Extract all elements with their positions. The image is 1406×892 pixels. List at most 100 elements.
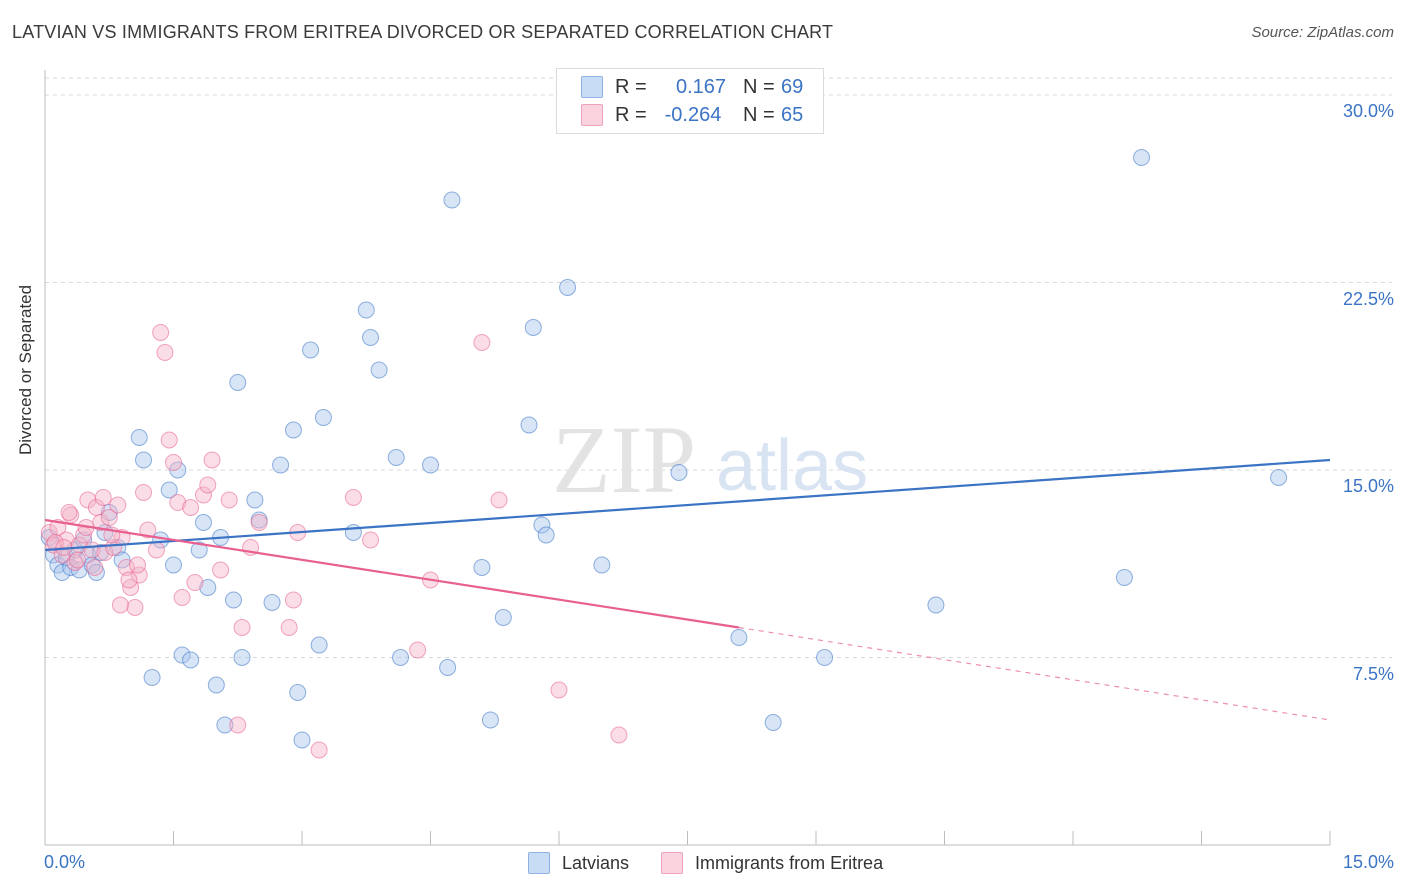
eritrea-point — [182, 499, 200, 516]
eritrea-point — [109, 496, 127, 514]
eritrea-point — [490, 491, 508, 509]
latvians-point — [439, 659, 457, 676]
eritrea-point — [310, 741, 328, 759]
n-value: 69 — [781, 75, 804, 98]
latvians-point — [1133, 149, 1151, 166]
watermark-atlas: atlas — [716, 426, 868, 506]
latvians-point — [362, 329, 380, 346]
latvians-point — [314, 409, 332, 426]
latvians-point — [1270, 469, 1288, 486]
eritrea-point — [186, 574, 204, 591]
latvians-point — [135, 451, 153, 469]
eritrea-point — [139, 521, 157, 539]
eritrea-point — [60, 504, 78, 521]
latvians-point — [387, 449, 405, 466]
eritrea-point — [152, 324, 170, 341]
eritrea-trend-line — [44, 518, 740, 629]
y-tick-label: 30.0% — [1342, 101, 1394, 121]
latvians-point — [233, 649, 251, 666]
eritrea-point — [129, 556, 147, 574]
chart-source: Source: ZipAtlas.com — [1251, 24, 1394, 41]
latvians-point — [190, 541, 208, 559]
latvians-point — [272, 456, 290, 474]
eritrea-point — [96, 544, 114, 561]
eritrea-legend-swatch — [661, 852, 684, 874]
eritrea-point — [147, 541, 165, 559]
eritrea-point — [229, 716, 247, 734]
latvians-trend-line — [44, 458, 1331, 552]
eritrea-point — [94, 489, 112, 506]
eritrea-point — [173, 589, 191, 606]
latvians-point — [1115, 569, 1133, 586]
x-tick-min: 0.0% — [44, 852, 86, 872]
latvians-point — [293, 731, 311, 749]
latvians-point — [537, 526, 555, 544]
eritrea-point — [194, 486, 212, 504]
latvians-point — [494, 609, 512, 626]
latvians-point — [533, 516, 551, 534]
eritrea-point — [409, 641, 427, 659]
x-tick-max: 15.0% — [1342, 852, 1394, 872]
latvians-point — [160, 481, 178, 499]
eritrea-point — [120, 571, 138, 589]
eritrea-point — [66, 554, 84, 571]
eritrea-trend-line-extension — [738, 626, 1331, 721]
eritrea-point — [284, 591, 302, 609]
latvians-point — [816, 649, 834, 666]
latvians-point — [473, 559, 491, 576]
latvians-swatch — [581, 76, 603, 98]
eritrea-point — [156, 344, 174, 361]
latvians-point — [559, 279, 577, 296]
latvians-point — [927, 596, 945, 614]
r-value: -0.264 — [664, 103, 722, 126]
eritrea-point — [220, 491, 238, 509]
latvians-point — [670, 464, 688, 481]
eritrea-point — [117, 559, 135, 576]
eritrea-point — [135, 484, 153, 501]
series-legend: Latvians Immigrants from Eritrea — [528, 852, 915, 874]
eritrea-point — [40, 524, 58, 541]
correlation-legend: R = 0.167 N = 69 R = -0.264 N = 65 — [556, 68, 824, 134]
y-tick-label: 7.5% — [1352, 663, 1394, 684]
eritrea-point — [550, 681, 568, 699]
latvians-point — [207, 676, 225, 694]
latvians-point — [194, 514, 212, 531]
eritrea-legend-label: Immigrants from Eritrea — [695, 852, 884, 873]
eritrea-point — [165, 454, 182, 471]
latvians-point — [284, 421, 302, 439]
latvians-point — [130, 429, 148, 446]
latvians-point — [357, 301, 375, 319]
latvians-point — [370, 361, 388, 379]
latvians-point — [392, 649, 410, 666]
latvians-point — [109, 539, 127, 556]
latvians-point — [302, 341, 320, 359]
latvians-point — [229, 374, 247, 391]
y-tick-label: 15.0% — [1342, 476, 1394, 496]
eritrea-point — [199, 476, 217, 494]
eritrea-point — [46, 534, 64, 551]
eritrea-point — [100, 509, 118, 526]
eritrea-point — [212, 561, 230, 579]
latvians-point — [344, 524, 362, 541]
latvians-legend-label: Latvians — [562, 852, 630, 873]
watermark-zip: ZIP — [552, 406, 696, 513]
n-label: N = — [743, 75, 775, 98]
r-label: R = — [615, 103, 647, 126]
latvians-point — [246, 491, 264, 509]
eritrea-point — [280, 619, 298, 636]
legend-item-eritrea[interactable]: Immigrants from Eritrea — [661, 852, 883, 874]
r-value: 0.167 — [675, 75, 727, 98]
eritrea-point — [111, 596, 129, 614]
eritrea-point — [203, 451, 221, 469]
eritrea-swatch — [581, 104, 603, 126]
latvians-point — [224, 591, 242, 609]
latvians-point — [216, 716, 234, 734]
eritrea-point — [169, 494, 187, 511]
latvians-point — [263, 594, 281, 611]
latvians-point — [443, 191, 461, 209]
legend-item-latvians[interactable]: Latvians — [528, 852, 629, 874]
latvians-point — [422, 456, 439, 474]
n-value: 65 — [781, 103, 804, 126]
latvians-point — [730, 629, 748, 646]
